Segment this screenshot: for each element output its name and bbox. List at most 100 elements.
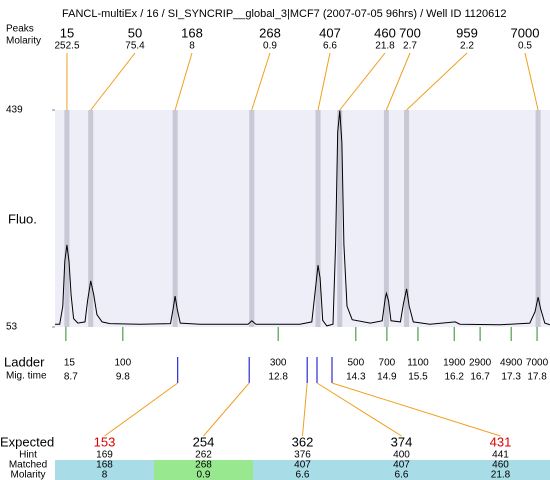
- peak-connector: [524, 52, 539, 111]
- ladder-time: 12.8: [268, 372, 288, 383]
- plot-area: [55, 110, 550, 327]
- title: FANCL-multiEx / 16 / SI_SYNCRIP__global_…: [62, 8, 507, 20]
- molarity-value: 8: [102, 470, 108, 480]
- molarity-value: 6.6: [296, 470, 310, 480]
- ladder-time: 17.3: [501, 372, 521, 383]
- hint-value: 400: [393, 450, 410, 461]
- mig-time-label: Mig. time: [6, 371, 47, 382]
- expected-value: 153: [94, 434, 116, 449]
- peak-band: [172, 110, 178, 327]
- match-connector: [316, 382, 402, 437]
- peak-molarity: 252.5: [54, 41, 79, 52]
- ladder-size: 500: [347, 358, 364, 369]
- peak-band: [535, 110, 541, 327]
- matched-cell: [154, 460, 253, 480]
- ladder-time: 14.9: [377, 372, 397, 383]
- peak-size: 7000: [511, 25, 540, 40]
- matched-value: 407: [393, 460, 410, 471]
- hint-label: Hint: [19, 450, 37, 461]
- ladder-size: 1900: [443, 358, 466, 369]
- peak-molarity: 21.8: [375, 41, 395, 52]
- peak-band: [404, 110, 410, 327]
- peak-connector: [251, 52, 271, 111]
- peak-molarity: 0.5: [518, 41, 532, 52]
- y-tick-label: 53: [6, 322, 18, 333]
- hint-value: 376: [294, 450, 311, 461]
- ladder-size: 1100: [407, 358, 429, 369]
- matched-cell: [253, 460, 352, 480]
- peak-connector: [406, 52, 468, 111]
- peak-connector: [317, 52, 331, 111]
- peak-molarity: 75.4: [125, 41, 145, 52]
- ladder-size: 7000: [526, 358, 549, 369]
- match-connector: [104, 382, 179, 437]
- y-axis-label: Fluo.: [8, 211, 37, 226]
- ladder-time: 8.7: [64, 372, 78, 383]
- matched-value: 407: [294, 460, 311, 471]
- matched-value: 168: [96, 460, 113, 471]
- peak-band: [249, 110, 255, 327]
- ladder-size: 700: [379, 358, 396, 369]
- peak-connector: [385, 52, 411, 111]
- peak-size: 268: [259, 25, 281, 40]
- peak-size: 50: [128, 25, 142, 40]
- peaks-label: Peaks: [6, 24, 34, 35]
- peak-molarity: 6.6: [323, 41, 337, 52]
- peak-size: 959: [456, 25, 478, 40]
- trace: [55, 110, 550, 327]
- peak-band: [383, 110, 389, 327]
- ladder-size: 2900: [469, 358, 492, 369]
- molarity-label: Molarity: [6, 36, 41, 47]
- expected-value: 374: [391, 434, 413, 449]
- molarity-value: 21.8: [491, 470, 511, 480]
- ladder-time: 16.7: [470, 372, 490, 383]
- peak-connector: [90, 52, 136, 111]
- peak-connector: [339, 52, 386, 111]
- peak-size: 168: [181, 25, 203, 40]
- hint-value: 262: [195, 450, 212, 461]
- peak-band: [315, 110, 321, 327]
- ladder-time: 17.8: [527, 372, 547, 383]
- peak-molarity: 8: [189, 41, 195, 52]
- match-connector: [203, 382, 250, 437]
- y-tick-label: 439: [6, 105, 23, 116]
- matched-label: Matched: [9, 460, 47, 471]
- ladder-time: 9.8: [116, 372, 130, 383]
- expected-value: 254: [193, 434, 215, 449]
- ladder-label: Ladder: [4, 354, 45, 369]
- peak-size: 460: [374, 25, 396, 40]
- expected-value: 362: [292, 434, 314, 449]
- peak-size: 407: [319, 25, 341, 40]
- match-connector: [331, 382, 501, 437]
- ladder-size: 4900: [500, 358, 523, 369]
- ladder-size: 100: [114, 358, 131, 369]
- matched-cell: [55, 460, 154, 480]
- matched-cell: [451, 460, 550, 480]
- peak-size: 15: [60, 25, 74, 40]
- peak-molarity: 2.7: [403, 41, 417, 52]
- peak-connector: [174, 52, 193, 111]
- molarity-value: 0.9: [197, 470, 211, 480]
- hint-value: 169: [96, 450, 113, 461]
- matched-cell: [352, 460, 451, 480]
- matched-value: 268: [195, 460, 212, 471]
- peak-size: 700: [399, 25, 421, 40]
- peak-band: [337, 110, 343, 327]
- ladder-time: 16.2: [444, 372, 464, 383]
- expected-label: Expected: [0, 434, 54, 449]
- match-connector: [302, 382, 308, 437]
- ladder-size: 300: [270, 358, 287, 369]
- ladder-time: 15.5: [408, 372, 428, 383]
- peak-molarity: 0.9: [263, 41, 277, 52]
- matched-value: 460: [492, 460, 509, 471]
- ladder-size: 15: [64, 358, 76, 369]
- molarity-row-label: Molarity: [10, 470, 45, 480]
- peak-band: [88, 110, 94, 327]
- expected-value: 431: [490, 434, 512, 449]
- molarity-value: 6.6: [395, 470, 409, 480]
- peak-band: [64, 110, 70, 327]
- peak-molarity: 2.2: [460, 41, 474, 52]
- ladder-time: 14.3: [346, 372, 366, 383]
